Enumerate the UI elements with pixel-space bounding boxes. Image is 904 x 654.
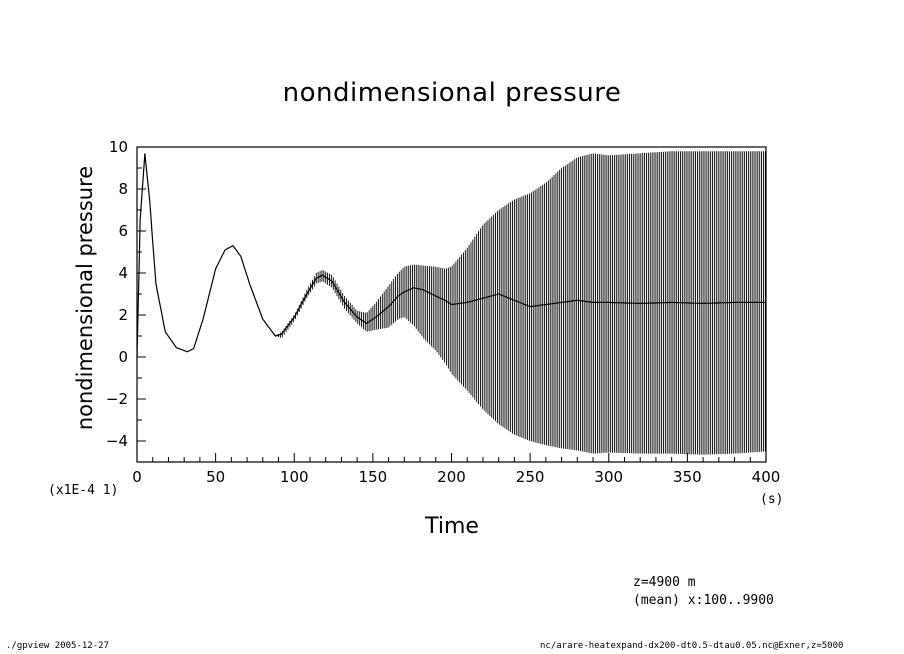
x-tick-label: 50 [206,468,225,486]
y-tick-label: 10 [109,138,128,156]
x-tick-label: 150 [359,468,388,486]
x-tick-label: 250 [516,468,545,486]
y-tick-label: −2 [106,390,128,408]
x-axis-label: Time [0,514,904,539]
level-annotation: z=4900 m [633,575,696,590]
mean-line-group [136,153,766,358]
x-axis-label-text: Time [425,514,479,539]
x-unit-label: (s) [760,492,784,507]
mean-line [136,153,766,358]
chart-title: nondimensional pressure [282,78,622,108]
footer-right: nc/arare-heatexpand-dx200-dt0.5-dtau0.05… [540,641,844,651]
y-tick-label: 0 [118,348,128,366]
y-axis-label: nondimensional pressure [73,165,97,431]
x-tick-label: 100 [280,468,309,486]
x-axis: 0 50 100 150 200 250 300 350 400 [132,453,780,486]
y-axis: −4 −2 0 2 4 6 8 10 [106,138,146,463]
y-tick-label: 6 [118,222,128,240]
x-tick-label: 0 [132,468,142,486]
y-tick-label: 2 [118,306,128,324]
y-tick-label: 4 [118,264,128,282]
x-tick-label: 400 [752,468,781,486]
mean-annotation: (mean) x:100..9900 [633,593,774,608]
y-scale-note: (x1E-4 1) [48,483,119,498]
x-tick-label: 350 [673,468,702,486]
y-tick-label: 8 [118,180,128,198]
y-axis-label-wrap: nondimensional pressure [70,148,100,448]
x-tick-label: 300 [594,468,623,486]
footer-left: ./gpview 2005-12-27 [6,641,109,651]
y-tick-label: −4 [106,432,128,450]
x-tick-label: 200 [437,468,466,486]
